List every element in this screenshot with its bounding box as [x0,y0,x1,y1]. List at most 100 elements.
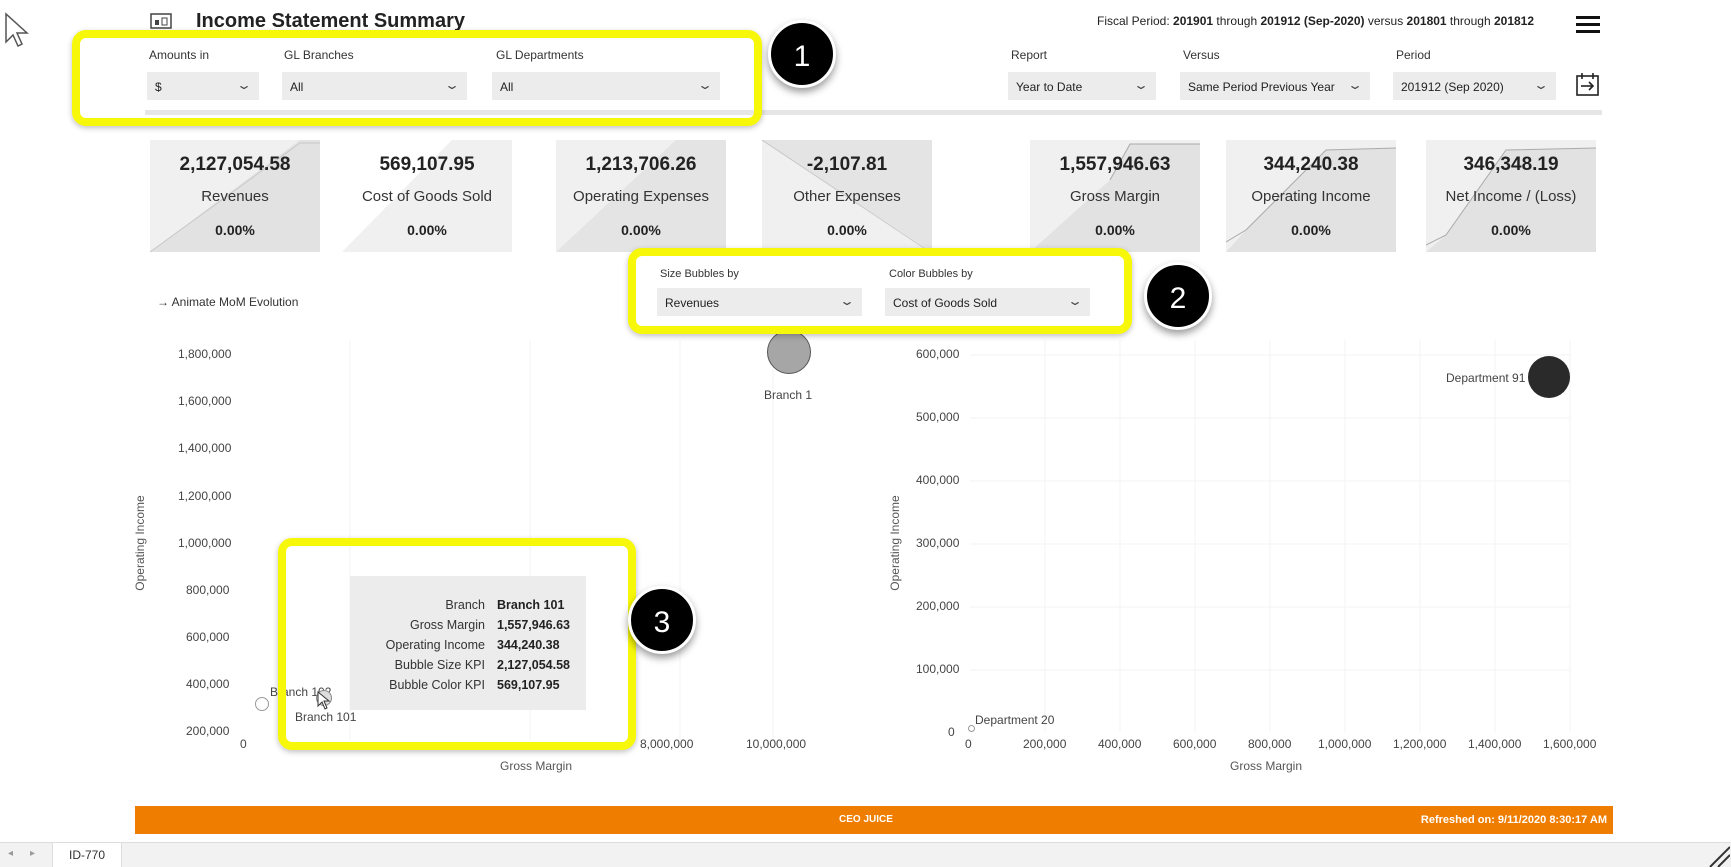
gl-departments-label: GL Departments [496,48,584,62]
x-tick: 8,000,000 [640,737,694,751]
y-tick: 0 [948,725,955,739]
kpi-operating-income[interactable]: 344,240.38 Operating Income 0.00% [1226,140,1396,252]
x-tick: 400,000 [1098,737,1142,751]
report-icon [150,12,172,30]
bubble-label: Branch 1 [764,388,813,402]
chart-tooltip: Branch Branch 101 Gross Margin 1,557,946.6… [350,576,586,710]
y-tick: 600,000 [916,347,960,361]
y-tick: 500,000 [916,410,960,424]
x-axis-title: Gross Margin [500,759,573,773]
y-tick: 1,600,000 [178,394,232,408]
chevron-down-icon: ⌄ [696,78,714,92]
sparkline [1426,147,1596,252]
bubble-branch-102[interactable] [255,697,269,711]
y-tick: 200,000 [186,724,230,738]
highlight-box-filters [72,30,762,126]
kpi-other-expenses[interactable]: -2,107.81 Other Expenses 0.00% [762,140,932,252]
sparkline [150,140,320,252]
resize-grip-icon[interactable] [1700,843,1730,867]
color-bubbles-label: Color Bubbles by [889,268,973,280]
period-label: Period [1396,48,1431,62]
kpi-value: 1,557,946.63 [1059,154,1171,175]
animate-mom-link[interactable]: → Animate MoM Evolution [157,295,299,309]
sparkline [1030,143,1200,252]
size-bubbles-dropdown[interactable]: Revenues ⌄ [657,288,862,316]
bubble-department-20[interactable] [968,725,975,732]
x-tick: 600,000 [1173,737,1217,751]
bubble-label: Department 20 [975,713,1055,727]
y-tick: 1,000,000 [178,536,232,550]
calendar-export-icon[interactable] [1575,71,1601,97]
y-tick: 300,000 [916,536,960,550]
kpi-cost-of-goods-sold[interactable]: 569,107.95 Cost of Goods Sold 0.00% [342,140,512,252]
amounts-in-label: Amounts in [149,48,210,62]
mouse-cursor-icon [5,12,29,48]
x-tick: 800,000 [1248,737,1292,751]
color-bubbles-dropdown[interactable]: Cost of Goods Sold ⌄ [885,288,1090,316]
y-tick: 400,000 [916,473,960,487]
kpi-name: Other Expenses [793,188,901,205]
gl-branches-label: GL Branches [284,48,354,62]
callout-2: 2 [1144,262,1212,330]
y-tick: 100,000 [916,662,960,676]
kpi-change: 0.00% [1491,222,1531,238]
kpi-gross-margin[interactable]: 1,557,946.63 Gross Margin 0.00% [1030,140,1200,252]
kpi-value: 569,107.95 [379,154,475,175]
kpi-name: Operating Income [1251,188,1371,205]
kpi-value: -2,107.81 [806,154,888,175]
gl-departments-dropdown[interactable]: All ⌄ [492,72,720,100]
period-dropdown[interactable]: 201912 (Sep 2020) ⌄ [1393,72,1556,100]
sheet-tab[interactable]: ID-770 [52,843,123,867]
y-tick: 1,400,000 [178,441,232,455]
scroll-left-icon[interactable]: ◂ [8,848,14,859]
report-label: Report [1011,48,1048,62]
kpi-name: Revenues [201,188,269,205]
kpi-value: 344,240.38 [1263,154,1359,175]
kpi-name: Gross Margin [1069,188,1161,205]
kpi-value: 1,213,706.26 [585,154,697,175]
gl-branches-dropdown[interactable]: All ⌄ [282,72,467,100]
kpi-operating-expenses[interactable]: 1,213,706.26 Operating Expenses 0.00% [556,140,726,252]
kpi-change: 0.00% [215,222,255,238]
kpi-value: 346,348.19 [1463,154,1559,175]
bubble-branch-1[interactable] [767,330,811,374]
sparkline [1226,147,1396,252]
refreshed-text: Refreshed on: 9/11/2020 8:30:17 AM [1420,814,1607,826]
kpi-name: Cost of Goods Sold [361,188,493,205]
footer-bar: CEO JUICE Refreshed on: 9/11/2020 8:30:1… [135,806,1613,834]
hand-cursor-icon [317,690,331,710]
y-tick: 400,000 [186,677,230,691]
chevron-down-icon: ⌄ [1532,78,1550,92]
highlight-box-bubble-controls [628,248,1132,334]
callout-1: 1 [768,20,836,88]
x-tick: 200,000 [1023,737,1067,751]
hamburger-menu-icon[interactable] [1576,14,1600,34]
x-tick: 1,200,000 [1393,737,1447,751]
kpi-name: Operating Expenses [573,188,709,205]
bubble-department-91[interactable] [1528,356,1570,398]
chevron-down-icon: ⌄ [235,78,253,92]
x-tick: 0 [965,737,972,751]
y-tick: 1,200,000 [178,489,232,503]
x-tick: 1,400,000 [1468,737,1522,751]
kpi-change: 0.00% [407,222,447,238]
kpi-net-income[interactable]: 346,348.19 Net Income / (Loss) 0.00% [1426,140,1596,252]
amounts-in-dropdown[interactable]: $ ⌄ [147,72,259,100]
versus-dropdown[interactable]: Same Period Previous Year ⌄ [1180,72,1370,100]
kpi-change: 0.00% [621,222,661,238]
bubble-label: Department 91 [1446,371,1526,385]
report-dropdown[interactable]: Year to Date ⌄ [1008,72,1156,100]
callout-3: 3 [628,586,696,654]
y-tick: 800,000 [186,583,230,597]
y-tick: 1,800,000 [178,347,232,361]
kpi-name: Net Income / (Loss) [1445,188,1577,205]
filter-divider [145,110,1602,115]
kpi-change: 0.00% [1095,222,1135,238]
scroll-right-icon[interactable]: ▸ [30,848,36,859]
chevron-down-icon: ⌄ [1132,78,1150,92]
versus-label: Versus [1183,48,1220,62]
y-axis-title: Operating Income [888,495,902,591]
department-scatter-chart: Operating Income Gross Margin 600,000 50… [880,340,1600,780]
x-tick: 1,600,000 [1543,737,1597,751]
kpi-revenues[interactable]: 2,127,054.58 Revenues 0.00% [150,140,320,252]
